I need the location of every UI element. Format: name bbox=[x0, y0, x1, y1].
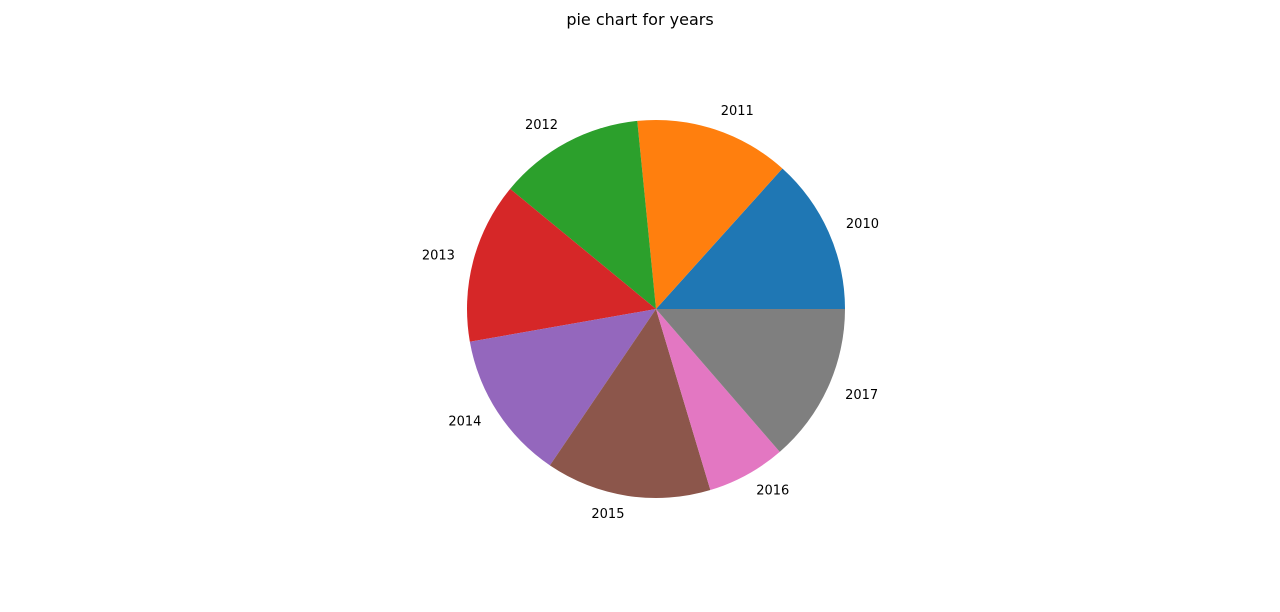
pie-label-2013: 2013 bbox=[422, 249, 455, 264]
pie-slice-2010 bbox=[656, 168, 845, 309]
pie-slice-2012 bbox=[510, 120, 656, 309]
pie-labels: 2010 2011 2012 2013 2014 2015 2016 2017 bbox=[422, 104, 879, 522]
pie-slice-2011 bbox=[637, 120, 783, 309]
pie-label-2011: 2011 bbox=[721, 104, 754, 119]
pie-slices bbox=[466, 120, 845, 498]
pie-label-2015: 2015 bbox=[591, 507, 624, 522]
pie-label-2016: 2016 bbox=[756, 484, 789, 499]
chart-title: pie chart for years bbox=[566, 10, 714, 29]
pie-label-2010: 2010 bbox=[846, 217, 879, 232]
pie-slice-2016 bbox=[656, 309, 780, 491]
pie-slice-2013 bbox=[466, 188, 656, 342]
pie-slice-2015 bbox=[549, 309, 711, 498]
pie-label-2012: 2012 bbox=[525, 118, 558, 133]
pie-label-2017: 2017 bbox=[845, 388, 878, 403]
pie-label-2014: 2014 bbox=[448, 414, 481, 429]
pie-slice-2014 bbox=[469, 309, 656, 466]
pie-slice-2017 bbox=[656, 309, 845, 452]
